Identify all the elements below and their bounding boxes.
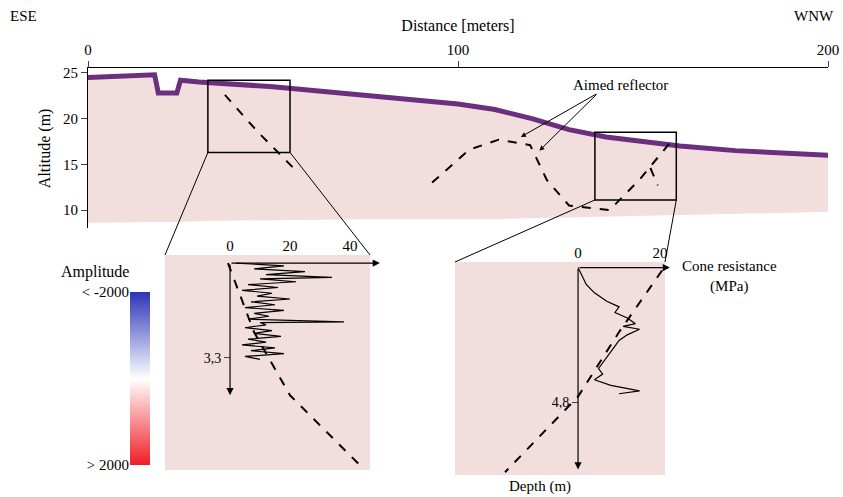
svg-text:ESE: ESE [10,8,37,24]
svg-text:Altitude (m): Altitude (m) [36,109,54,189]
svg-text:200: 200 [817,42,840,58]
svg-text:> 2000: > 2000 [87,457,129,473]
svg-text:WNW: WNW [794,8,834,24]
svg-text:20: 20 [282,238,297,254]
svg-text:< -2000: < -2000 [82,284,129,300]
svg-text:Cone resistance(MPa): Cone resistance(MPa) [682,258,777,295]
svg-text:100: 100 [447,42,470,58]
svg-text:Amplitude: Amplitude [61,263,129,281]
svg-text:Distance [meters]: Distance [meters] [401,17,514,34]
svg-text:0: 0 [84,42,92,58]
svg-text:0: 0 [226,238,234,254]
svg-text:25: 25 [63,65,78,81]
svg-text:Depth (m): Depth (m) [509,478,571,495]
svg-text:Aimed reflector: Aimed reflector [573,77,668,93]
svg-text:15: 15 [63,157,78,173]
svg-text:20: 20 [63,111,78,127]
svg-text:20: 20 [653,245,668,261]
svg-text:40: 40 [342,238,357,254]
svg-text:4,8: 4,8 [552,395,570,410]
svg-text:10: 10 [63,202,78,218]
svg-text:0: 0 [574,245,582,261]
svg-text:3,3: 3,3 [204,351,222,366]
